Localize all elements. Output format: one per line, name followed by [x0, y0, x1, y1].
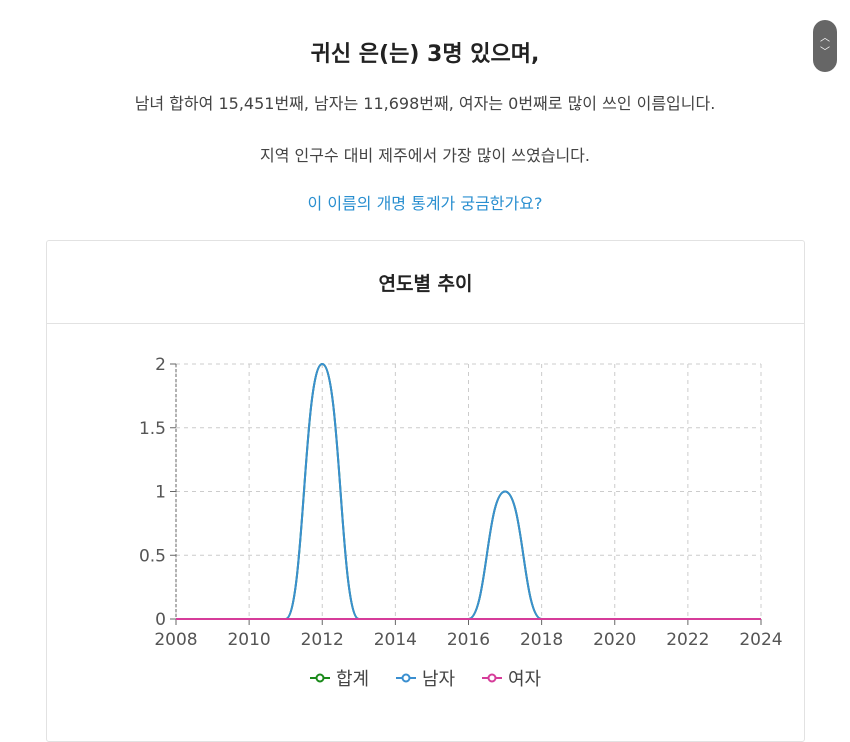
region-text: 지역 인구수 대비 제주에서 가장 많이 쓰였습니다. — [259, 146, 590, 165]
x-tick-label: 2008 — [154, 630, 197, 650]
chevron-up-icon[interactable]: ︿ — [820, 33, 830, 44]
x-tick-label: 2014 — [374, 630, 417, 650]
y-tick-label: 1 — [155, 483, 166, 503]
rank-text: 남녀 합하여 15,451번째, 남자는 11,698번째, 여자는 0번째로 … — [134, 94, 716, 113]
legend-label[interactable]: 여자 — [508, 669, 542, 690]
legend-marker-icon — [487, 673, 497, 683]
chevron-down-icon[interactable]: ﹀ — [820, 47, 830, 58]
x-tick-label: 2010 — [227, 630, 270, 650]
legend-label[interactable]: 합계 — [336, 669, 369, 690]
x-tick-label: 2012 — [301, 630, 344, 650]
x-tick-label: 2022 — [666, 630, 709, 650]
x-tick-label: 2024 — [739, 630, 782, 650]
x-tick-label: 2016 — [447, 630, 490, 650]
y-tick-label: 1.5 — [139, 419, 166, 439]
y-tick-label: 0.5 — [139, 546, 166, 566]
page-title: 귀신 은(는) 3명 있으며, — [310, 42, 540, 67]
legend-marker-icon — [315, 673, 325, 683]
x-tick-label: 2020 — [593, 630, 636, 650]
y-tick-label: 0 — [155, 610, 166, 630]
chart-title: 연도별 추이 — [47, 241, 804, 324]
legend-marker-icon — [401, 673, 411, 683]
legend-label[interactable]: 남자 — [422, 669, 456, 690]
y-tick-label: 2 — [155, 355, 166, 375]
scroll-buttons[interactable]: ︿ ﹀ — [813, 20, 837, 72]
rename-stats-link[interactable]: 이 이름의 개명 통계가 궁금한가요? — [307, 194, 543, 213]
x-tick-label: 2018 — [520, 630, 563, 650]
